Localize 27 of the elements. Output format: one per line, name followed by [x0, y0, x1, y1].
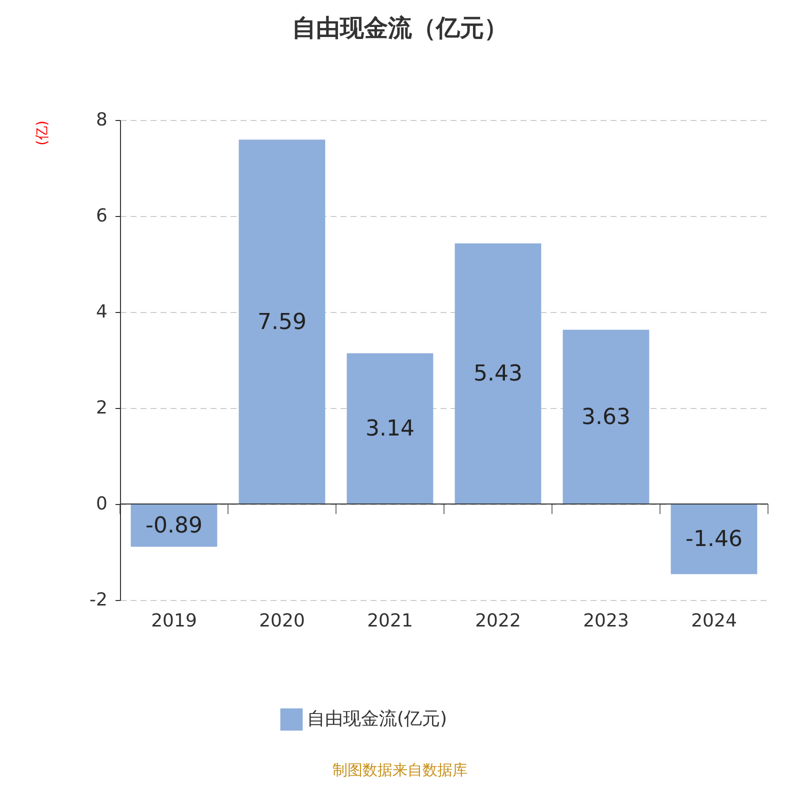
legend-label: 自由现金流(亿元)	[307, 708, 448, 730]
data-label: 3.14	[366, 416, 414, 442]
x-tick-label: 2019	[151, 610, 197, 632]
y-axis-title: (亿)	[34, 120, 51, 146]
x-tick-label: 2024	[691, 610, 737, 632]
bar	[238, 140, 326, 504]
data-label: 3.63	[582, 404, 630, 430]
y-tick-label: -2	[90, 590, 108, 610]
bar	[670, 504, 758, 574]
bar	[346, 353, 434, 504]
y-tick-label: 8	[96, 110, 108, 130]
y-tick-label: 4	[96, 302, 108, 322]
x-tick-label: 2023	[583, 610, 629, 632]
bar	[454, 243, 542, 504]
data-label: 7.59	[258, 310, 306, 335]
data-label: 5.43	[474, 362, 522, 387]
chart-title: 自由现金流（亿元）	[292, 14, 508, 42]
x-tick-label: 2020	[259, 610, 305, 632]
y-tick-label: 0	[96, 494, 108, 514]
x-tick-label: 2021	[367, 610, 413, 632]
x-tick-label: 2022	[475, 610, 521, 632]
data-label: -1.46	[686, 527, 742, 552]
bar	[562, 330, 650, 504]
data-label: -0.89	[146, 513, 202, 538]
text: 制图数据来自数据库	[332, 761, 468, 779]
y-tick-label: 2	[96, 398, 108, 418]
y-tick-label: 6	[96, 206, 108, 226]
